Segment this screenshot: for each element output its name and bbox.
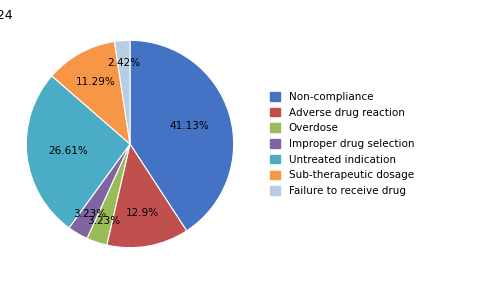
Text: N=124: N=124 [0, 9, 13, 22]
Wedge shape [52, 41, 130, 144]
Wedge shape [69, 144, 130, 238]
Text: 41.13%: 41.13% [170, 121, 209, 131]
Wedge shape [107, 144, 186, 248]
Wedge shape [26, 76, 130, 228]
Wedge shape [130, 40, 234, 231]
Wedge shape [114, 40, 130, 144]
Text: 2.42%: 2.42% [108, 58, 140, 68]
Text: 3.23%: 3.23% [88, 216, 120, 226]
Text: 11.29%: 11.29% [76, 77, 116, 87]
Legend: Non-compliance, Adverse drug reaction, Overdose, Improper drug selection, Untrea: Non-compliance, Adverse drug reaction, O… [270, 92, 414, 196]
Wedge shape [87, 144, 130, 245]
Text: 12.9%: 12.9% [126, 209, 159, 218]
Text: 26.61%: 26.61% [48, 146, 88, 156]
Text: 3.23%: 3.23% [72, 209, 106, 219]
